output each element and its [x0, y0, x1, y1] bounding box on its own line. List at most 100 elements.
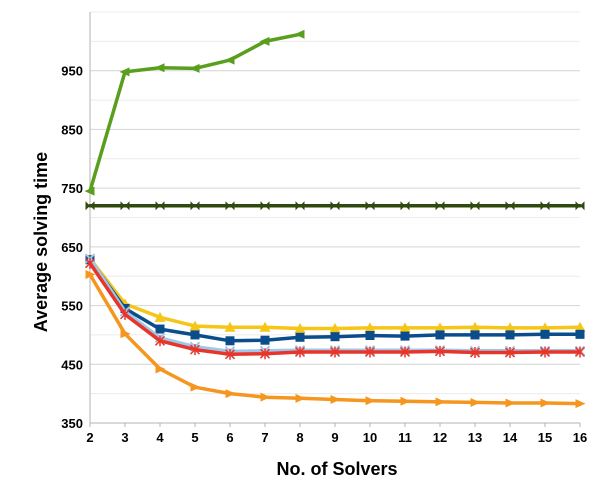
- data-point: [224, 55, 235, 65]
- x-tick-label: 16: [573, 430, 587, 445]
- data-point: [470, 201, 480, 211]
- data-point: [540, 398, 551, 408]
- data-point: [435, 201, 445, 211]
- data-point: [225, 336, 235, 346]
- data-point: [295, 332, 305, 342]
- data-point: [119, 308, 131, 320]
- data-point: [294, 29, 305, 39]
- data-point: [295, 393, 306, 403]
- data-point: [84, 257, 96, 269]
- data-point: [505, 201, 515, 211]
- data-point: [574, 321, 586, 332]
- series-layer: [84, 29, 586, 409]
- data-point: [365, 331, 375, 341]
- data-point: [155, 324, 165, 334]
- data-point: [504, 322, 516, 333]
- tick-labels: 350 450 550 650 750 850 950 2 3 4 5 6 7 8 9 10 11 12 13 14 1…: [61, 64, 587, 445]
- x-tick-label: 8: [296, 430, 303, 445]
- data-point: [505, 398, 516, 408]
- data-point: [190, 382, 201, 392]
- data-point: [259, 321, 271, 332]
- x-tick-label: 10: [363, 430, 377, 445]
- x-tick-label: 14: [503, 430, 518, 445]
- data-point: [225, 389, 236, 399]
- data-point: [154, 63, 165, 73]
- series-4: [85, 255, 585, 346]
- data-point: [119, 67, 130, 77]
- series-6: [84, 257, 586, 360]
- y-tick-label: 850: [61, 122, 83, 137]
- y-tick-label: 750: [61, 181, 83, 196]
- data-point: [155, 201, 165, 211]
- data-point: [575, 399, 586, 409]
- data-point: [225, 201, 235, 211]
- data-point: [190, 330, 200, 340]
- data-point: [435, 330, 445, 340]
- data-point: [434, 345, 446, 357]
- data-point: [120, 201, 130, 211]
- data-point: [84, 186, 95, 196]
- data-point: [470, 397, 481, 407]
- data-point: [575, 201, 585, 211]
- data-point: [540, 329, 550, 339]
- x-tick-label: 13: [468, 430, 482, 445]
- data-point: [365, 396, 376, 406]
- y-tick-label: 450: [61, 357, 83, 372]
- data-point: [400, 396, 411, 406]
- gridlines: [90, 11, 580, 424]
- data-point: [259, 36, 270, 46]
- data-point: [189, 63, 200, 73]
- y-axis-title: Average solving time: [31, 152, 51, 332]
- data-point: [120, 329, 131, 339]
- x-axis-title: No. of Solvers: [276, 459, 397, 479]
- series-1: [84, 29, 305, 196]
- data-point: [364, 322, 376, 333]
- data-point: [260, 335, 270, 345]
- data-point: [260, 201, 270, 211]
- data-point: [330, 201, 340, 211]
- y-tick-label: 650: [61, 240, 83, 255]
- data-point: [190, 201, 200, 211]
- data-point: [574, 346, 586, 358]
- data-point: [470, 330, 480, 340]
- data-point: [329, 346, 341, 358]
- data-point: [294, 322, 306, 333]
- x-tick-label: 3: [121, 430, 128, 445]
- data-point: [575, 329, 585, 339]
- data-point: [469, 347, 481, 359]
- data-point: [400, 331, 410, 341]
- x-tick-label: 5: [191, 430, 198, 445]
- data-point: [365, 201, 375, 211]
- data-point: [260, 392, 271, 402]
- data-point: [154, 311, 166, 322]
- series-2: [85, 201, 585, 211]
- data-point: [399, 322, 411, 333]
- data-point: [364, 346, 376, 358]
- x-tick-label: 2: [86, 430, 93, 445]
- data-point: [505, 330, 515, 340]
- x-tick-label: 11: [398, 430, 412, 445]
- x-tick-label: 15: [538, 430, 552, 445]
- data-point: [540, 201, 550, 211]
- data-point: [434, 322, 446, 333]
- x-tick-label: 9: [331, 430, 338, 445]
- data-point: [539, 346, 551, 358]
- data-point: [435, 397, 446, 407]
- y-tick-label: 950: [61, 64, 83, 79]
- data-point: [85, 201, 95, 211]
- data-point: [295, 201, 305, 211]
- data-point: [155, 364, 166, 374]
- data-point: [400, 201, 410, 211]
- data-point: [85, 269, 96, 279]
- data-point: [330, 332, 340, 342]
- data-point: [329, 322, 341, 333]
- data-point: [504, 347, 516, 359]
- data-point: [224, 321, 236, 332]
- data-point: [154, 335, 166, 347]
- data-point: [294, 346, 306, 358]
- data-point: [259, 348, 271, 360]
- x-tick-label: 6: [226, 430, 233, 445]
- y-tick-label: 350: [61, 416, 83, 431]
